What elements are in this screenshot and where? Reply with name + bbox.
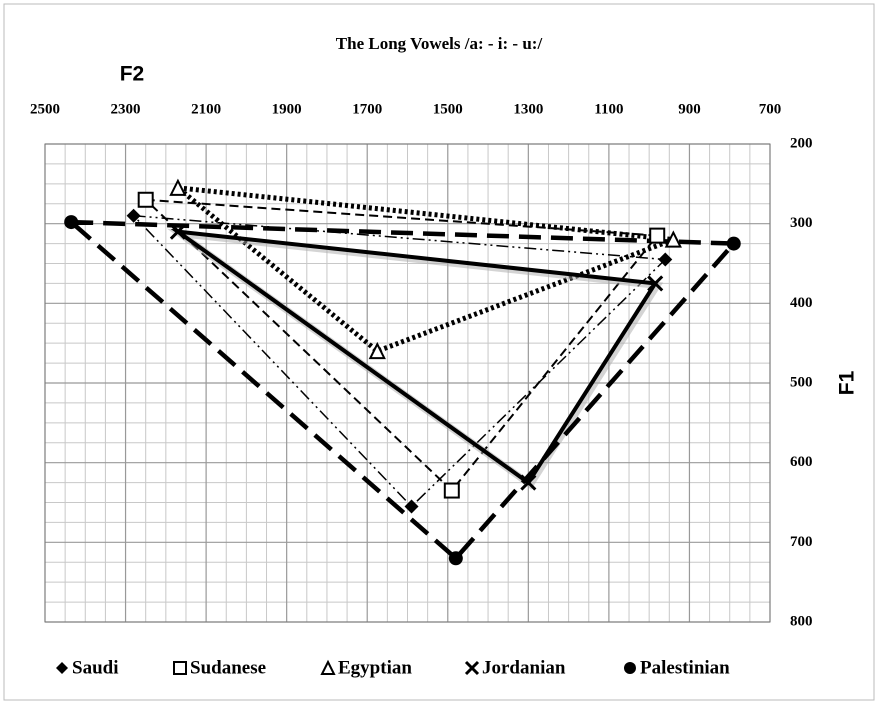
series-line <box>64 219 739 562</box>
y-tick-label: 800 <box>790 613 813 629</box>
legend-marker <box>320 659 336 675</box>
marker <box>126 208 141 223</box>
x-axis-label: F2 <box>120 63 145 86</box>
plot-frame <box>44 143 771 623</box>
x-tick-label: 1100 <box>594 101 623 117</box>
x-tick-label: 1300 <box>513 101 543 117</box>
marker <box>520 474 537 491</box>
marker <box>448 551 463 566</box>
x-tick-label: 700 <box>759 101 782 117</box>
legend-label: Palestinian <box>640 657 730 678</box>
marker <box>726 236 741 251</box>
marker <box>664 230 682 248</box>
y-tick-label: 200 <box>790 135 813 151</box>
legend-label: Sudanese <box>190 657 266 678</box>
marker <box>137 191 154 208</box>
y-tick-label: 500 <box>790 374 813 390</box>
legend-label: Egyptian <box>338 657 412 678</box>
marker <box>647 275 664 292</box>
marker <box>443 482 460 499</box>
series-line <box>142 198 660 493</box>
marker <box>368 341 386 360</box>
x-tick-label: 2300 <box>111 101 141 117</box>
chart-title: The Long Vowels /a: - i: - u:/ <box>336 34 543 53</box>
legend-label: Jordanian <box>482 657 566 678</box>
x-tick-label: 2500 <box>30 101 60 117</box>
series-line <box>170 228 659 486</box>
y-tick-label: 600 <box>790 454 813 470</box>
legend-marker <box>464 660 480 676</box>
y-axis-label: F1 <box>836 370 859 395</box>
x-tick-label: 1900 <box>272 101 302 117</box>
marker <box>649 227 666 244</box>
legend-marker <box>56 662 68 674</box>
x-tick-label: 900 <box>678 101 701 117</box>
marker <box>658 252 673 267</box>
marker <box>64 215 79 230</box>
series-line <box>169 184 675 354</box>
legend-label: Saudi <box>72 657 118 678</box>
chart-border <box>3 3 875 701</box>
y-tick-label: 300 <box>790 215 813 231</box>
x-tick-label: 2100 <box>191 101 221 117</box>
x-tick-label: 1500 <box>433 101 463 117</box>
legend-marker <box>624 662 636 674</box>
marker <box>404 499 419 514</box>
y-tick-label: 400 <box>790 295 813 311</box>
marker <box>169 178 187 196</box>
legend-marker <box>173 661 187 675</box>
x-tick-label: 1700 <box>352 101 382 117</box>
marker <box>169 223 186 240</box>
y-tick-label: 700 <box>790 534 813 550</box>
